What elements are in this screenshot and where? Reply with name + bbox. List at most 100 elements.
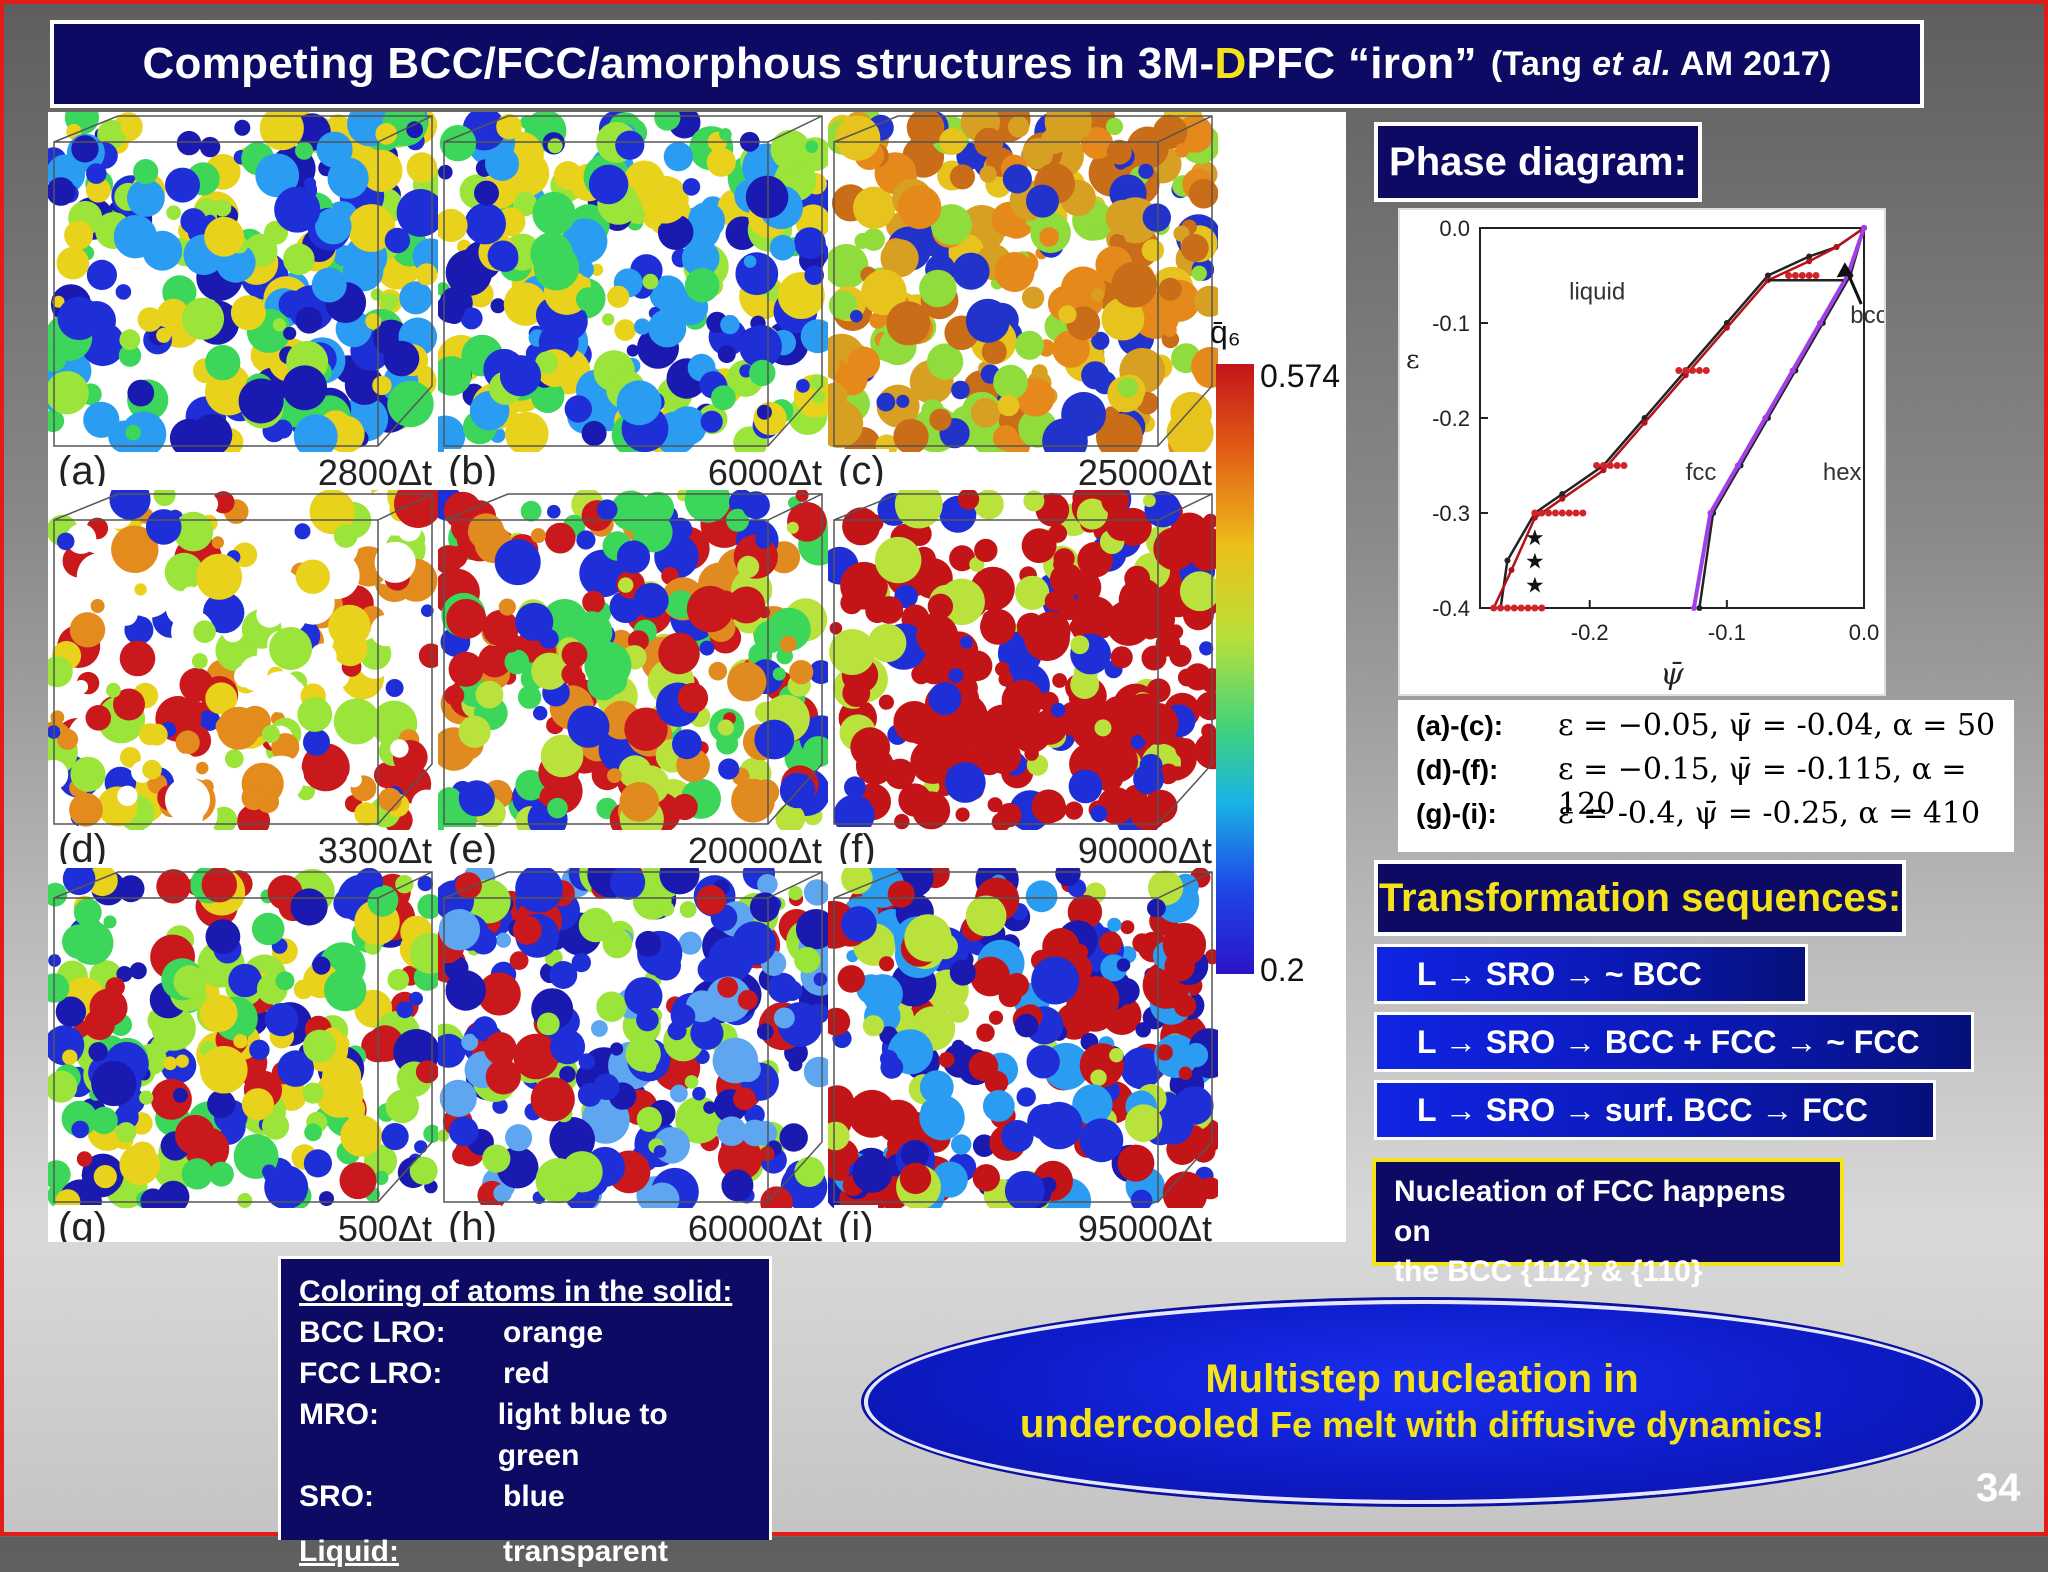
atom-cluster — [498, 598, 516, 616]
coloring-legend: Coloring of atoms in the solid: BCC LRO:… — [278, 1256, 772, 1568]
atom-cluster — [1180, 234, 1209, 262]
atom-cluster — [696, 885, 727, 915]
atom-cluster — [976, 1023, 995, 1042]
atom-cluster — [372, 375, 392, 396]
atom-cluster — [1071, 943, 1089, 961]
atom-cluster — [328, 604, 371, 648]
atom-cluster — [293, 414, 338, 452]
simulation-point — [1675, 367, 1683, 374]
atom-cluster — [532, 191, 576, 236]
atom-cluster — [1153, 527, 1197, 571]
atom-cluster — [119, 1144, 160, 1186]
atom-cluster — [114, 1104, 139, 1130]
atom-cluster — [928, 682, 962, 716]
atom-cluster — [756, 1023, 774, 1040]
atom-cluster — [421, 604, 434, 617]
atom-cluster — [788, 886, 803, 901]
atom-cluster — [281, 543, 305, 567]
atom-cluster — [1021, 528, 1057, 564]
atom-cube — [438, 112, 828, 452]
panel-e: (e) 20000Δt — [438, 490, 828, 864]
atom-cluster — [1061, 392, 1106, 437]
atom-cluster — [616, 540, 651, 574]
atom-cluster — [1001, 1120, 1034, 1153]
atom-cluster — [445, 970, 486, 1011]
y-axis-label: ε — [1406, 345, 1419, 375]
cite-pre: (Tang — [1490, 44, 1593, 83]
atom-cluster — [411, 789, 438, 821]
atom-cluster — [1163, 323, 1177, 338]
atom-cluster — [70, 756, 106, 792]
atom-cluster — [109, 490, 151, 520]
atom-cluster — [618, 577, 634, 593]
atom-cluster — [228, 963, 262, 998]
atom-cluster — [974, 538, 998, 563]
atom-cluster — [115, 1122, 137, 1143]
atom-cluster — [1099, 931, 1123, 955]
atom-cluster — [176, 130, 202, 156]
atom-cluster — [828, 399, 864, 448]
atom-cluster — [256, 600, 284, 628]
atom-cluster — [444, 685, 465, 706]
atom-cluster — [1004, 1170, 1045, 1208]
atom-cluster — [191, 653, 208, 669]
atom-cluster — [530, 528, 546, 544]
atom-cluster — [581, 420, 607, 446]
atom-cluster — [1004, 973, 1030, 998]
y-tick-label: 0.0 — [1439, 216, 1470, 241]
atom-cluster — [1120, 920, 1135, 935]
atom-cluster — [844, 776, 866, 799]
atom-cluster — [642, 273, 659, 290]
region-label-hex: hex — [1823, 459, 1862, 486]
atom-cluster — [533, 245, 580, 291]
atom-cluster — [591, 1020, 608, 1037]
boundary-point — [1531, 514, 1538, 521]
atom-cube — [828, 112, 1218, 452]
atom-cluster — [387, 969, 410, 991]
simulation-point — [1599, 462, 1607, 469]
atom-cluster — [749, 892, 780, 923]
atom-cluster — [365, 313, 382, 330]
atom-cluster — [83, 1009, 115, 1040]
atom-cluster — [1026, 1045, 1060, 1079]
atom-cluster — [199, 136, 221, 158]
atom-cluster — [415, 1060, 438, 1084]
atom-cluster — [659, 868, 700, 895]
atom-cluster — [813, 972, 828, 987]
star-marker: ★ — [1525, 572, 1545, 597]
atom-cluster — [769, 234, 796, 261]
panel-time: 90000Δt — [1075, 830, 1214, 864]
atom-cluster — [200, 1045, 248, 1094]
atom-cluster — [559, 1066, 576, 1083]
atom-cluster — [852, 1152, 893, 1193]
atom-cluster — [690, 1016, 724, 1050]
atom-cluster — [942, 1043, 978, 1078]
atom-cluster — [165, 167, 200, 203]
atom-cluster — [385, 679, 404, 697]
transformation-heading: Transformation sequences: — [1374, 860, 1906, 936]
atom-cluster — [1132, 933, 1153, 954]
atom-cluster — [77, 553, 122, 598]
atom-cluster — [1116, 958, 1131, 972]
panel-label: (d) — [54, 827, 111, 864]
coloring-value: orange — [503, 1316, 604, 1349]
atom-cluster — [949, 545, 976, 572]
atom-cluster — [406, 152, 438, 183]
atom-cluster — [1002, 164, 1032, 194]
atom-cluster — [85, 705, 112, 731]
atom-cluster — [157, 1180, 190, 1208]
atom-cluster — [1079, 1118, 1124, 1163]
atom-cluster — [948, 1002, 969, 1023]
atom-cluster — [833, 794, 875, 830]
simulation-point — [1702, 367, 1710, 374]
atom-cluster — [360, 149, 403, 192]
atom-cluster — [438, 164, 453, 180]
x-tick-label: 0.0 — [1849, 620, 1880, 645]
atom-cluster — [1090, 805, 1108, 823]
atom-cluster — [57, 728, 79, 750]
atom-cluster — [1095, 739, 1138, 783]
atom-cluster — [230, 295, 266, 331]
atom-cluster — [205, 682, 238, 715]
atom-cluster — [163, 1056, 178, 1071]
atom-cluster — [406, 121, 423, 139]
